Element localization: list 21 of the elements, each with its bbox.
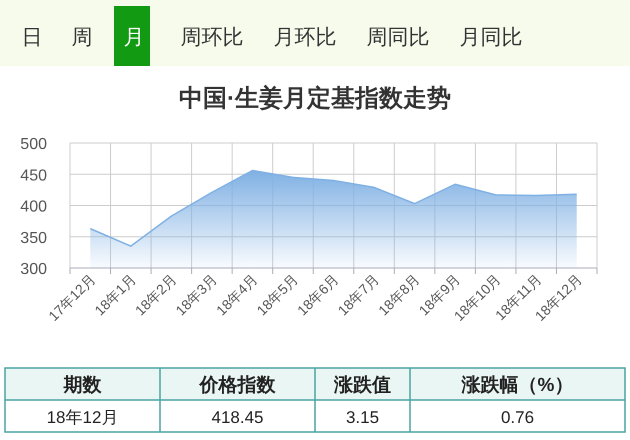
text: 周 xyxy=(72,26,92,49)
y-tick-label: 400 xyxy=(20,198,48,216)
text: 周同比 xyxy=(366,26,430,49)
text: 价格指数 xyxy=(198,375,276,396)
y-tick-label: 500 xyxy=(20,136,48,153)
text: 期数 xyxy=(62,375,102,396)
text: 涨跌值 xyxy=(333,375,391,396)
text: 周环比 xyxy=(180,26,244,49)
text: 日 xyxy=(22,26,42,49)
text: 418.45 xyxy=(212,408,264,427)
text: 涨跌幅（%） xyxy=(460,375,574,396)
text: 0.76 xyxy=(500,408,534,427)
text: 月 xyxy=(124,26,144,49)
text: 月同比 xyxy=(460,26,522,49)
text: 18年12月 xyxy=(46,408,118,427)
text: 3.15 xyxy=(346,408,380,427)
y-tick-label: 450 xyxy=(20,167,48,184)
y-tick-label: 350 xyxy=(20,230,48,247)
chart-title: 中国·生姜月定基指数走势 xyxy=(179,84,451,112)
text: 月环比 xyxy=(274,26,336,49)
y-tick-label: 300 xyxy=(20,261,48,278)
